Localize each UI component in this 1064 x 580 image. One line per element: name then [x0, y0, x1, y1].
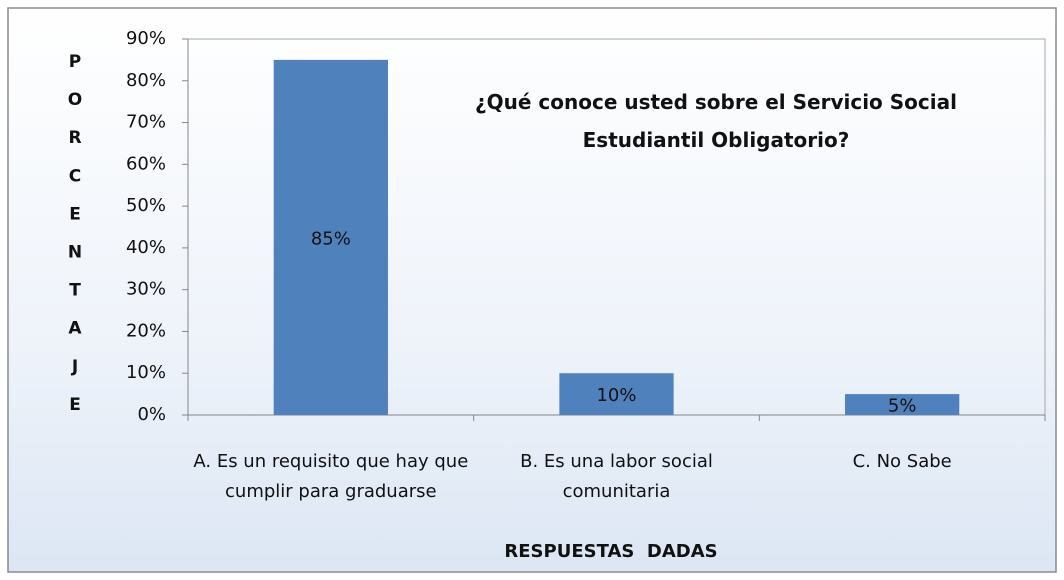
bar: [273, 59, 388, 416]
y-tick-label: 70%: [126, 112, 166, 133]
y-tick-label: 0%: [137, 404, 166, 425]
x-axis-label: RESPUESTAS DADAS: [504, 541, 717, 562]
data-label: 5%: [888, 396, 917, 417]
y-tick-label: 60%: [126, 153, 166, 174]
x-tick-label: C. No Sabe: [853, 451, 952, 472]
y-tick-label: 90%: [126, 28, 166, 49]
x-tick-label: A. Es un requisito que hay que cumplir pa…: [193, 451, 468, 502]
y-tick-label: 30%: [126, 279, 166, 300]
data-label: 85%: [311, 228, 351, 249]
data-label: 10%: [596, 385, 636, 406]
y-tick-label: 40%: [126, 237, 166, 258]
bar: [559, 373, 674, 415]
x-tick-label: B. Es una labor social comunitaria: [520, 451, 713, 502]
y-tick-label: 50%: [126, 195, 166, 216]
y-tick-label: 80%: [126, 70, 166, 91]
bar: [845, 394, 960, 415]
y-tick-label: 20%: [126, 320, 166, 341]
chart-title: ¿Qué conoce usted sobre el Servicio Soci…: [475, 90, 957, 152]
y-tick-label: 10%: [126, 362, 166, 383]
